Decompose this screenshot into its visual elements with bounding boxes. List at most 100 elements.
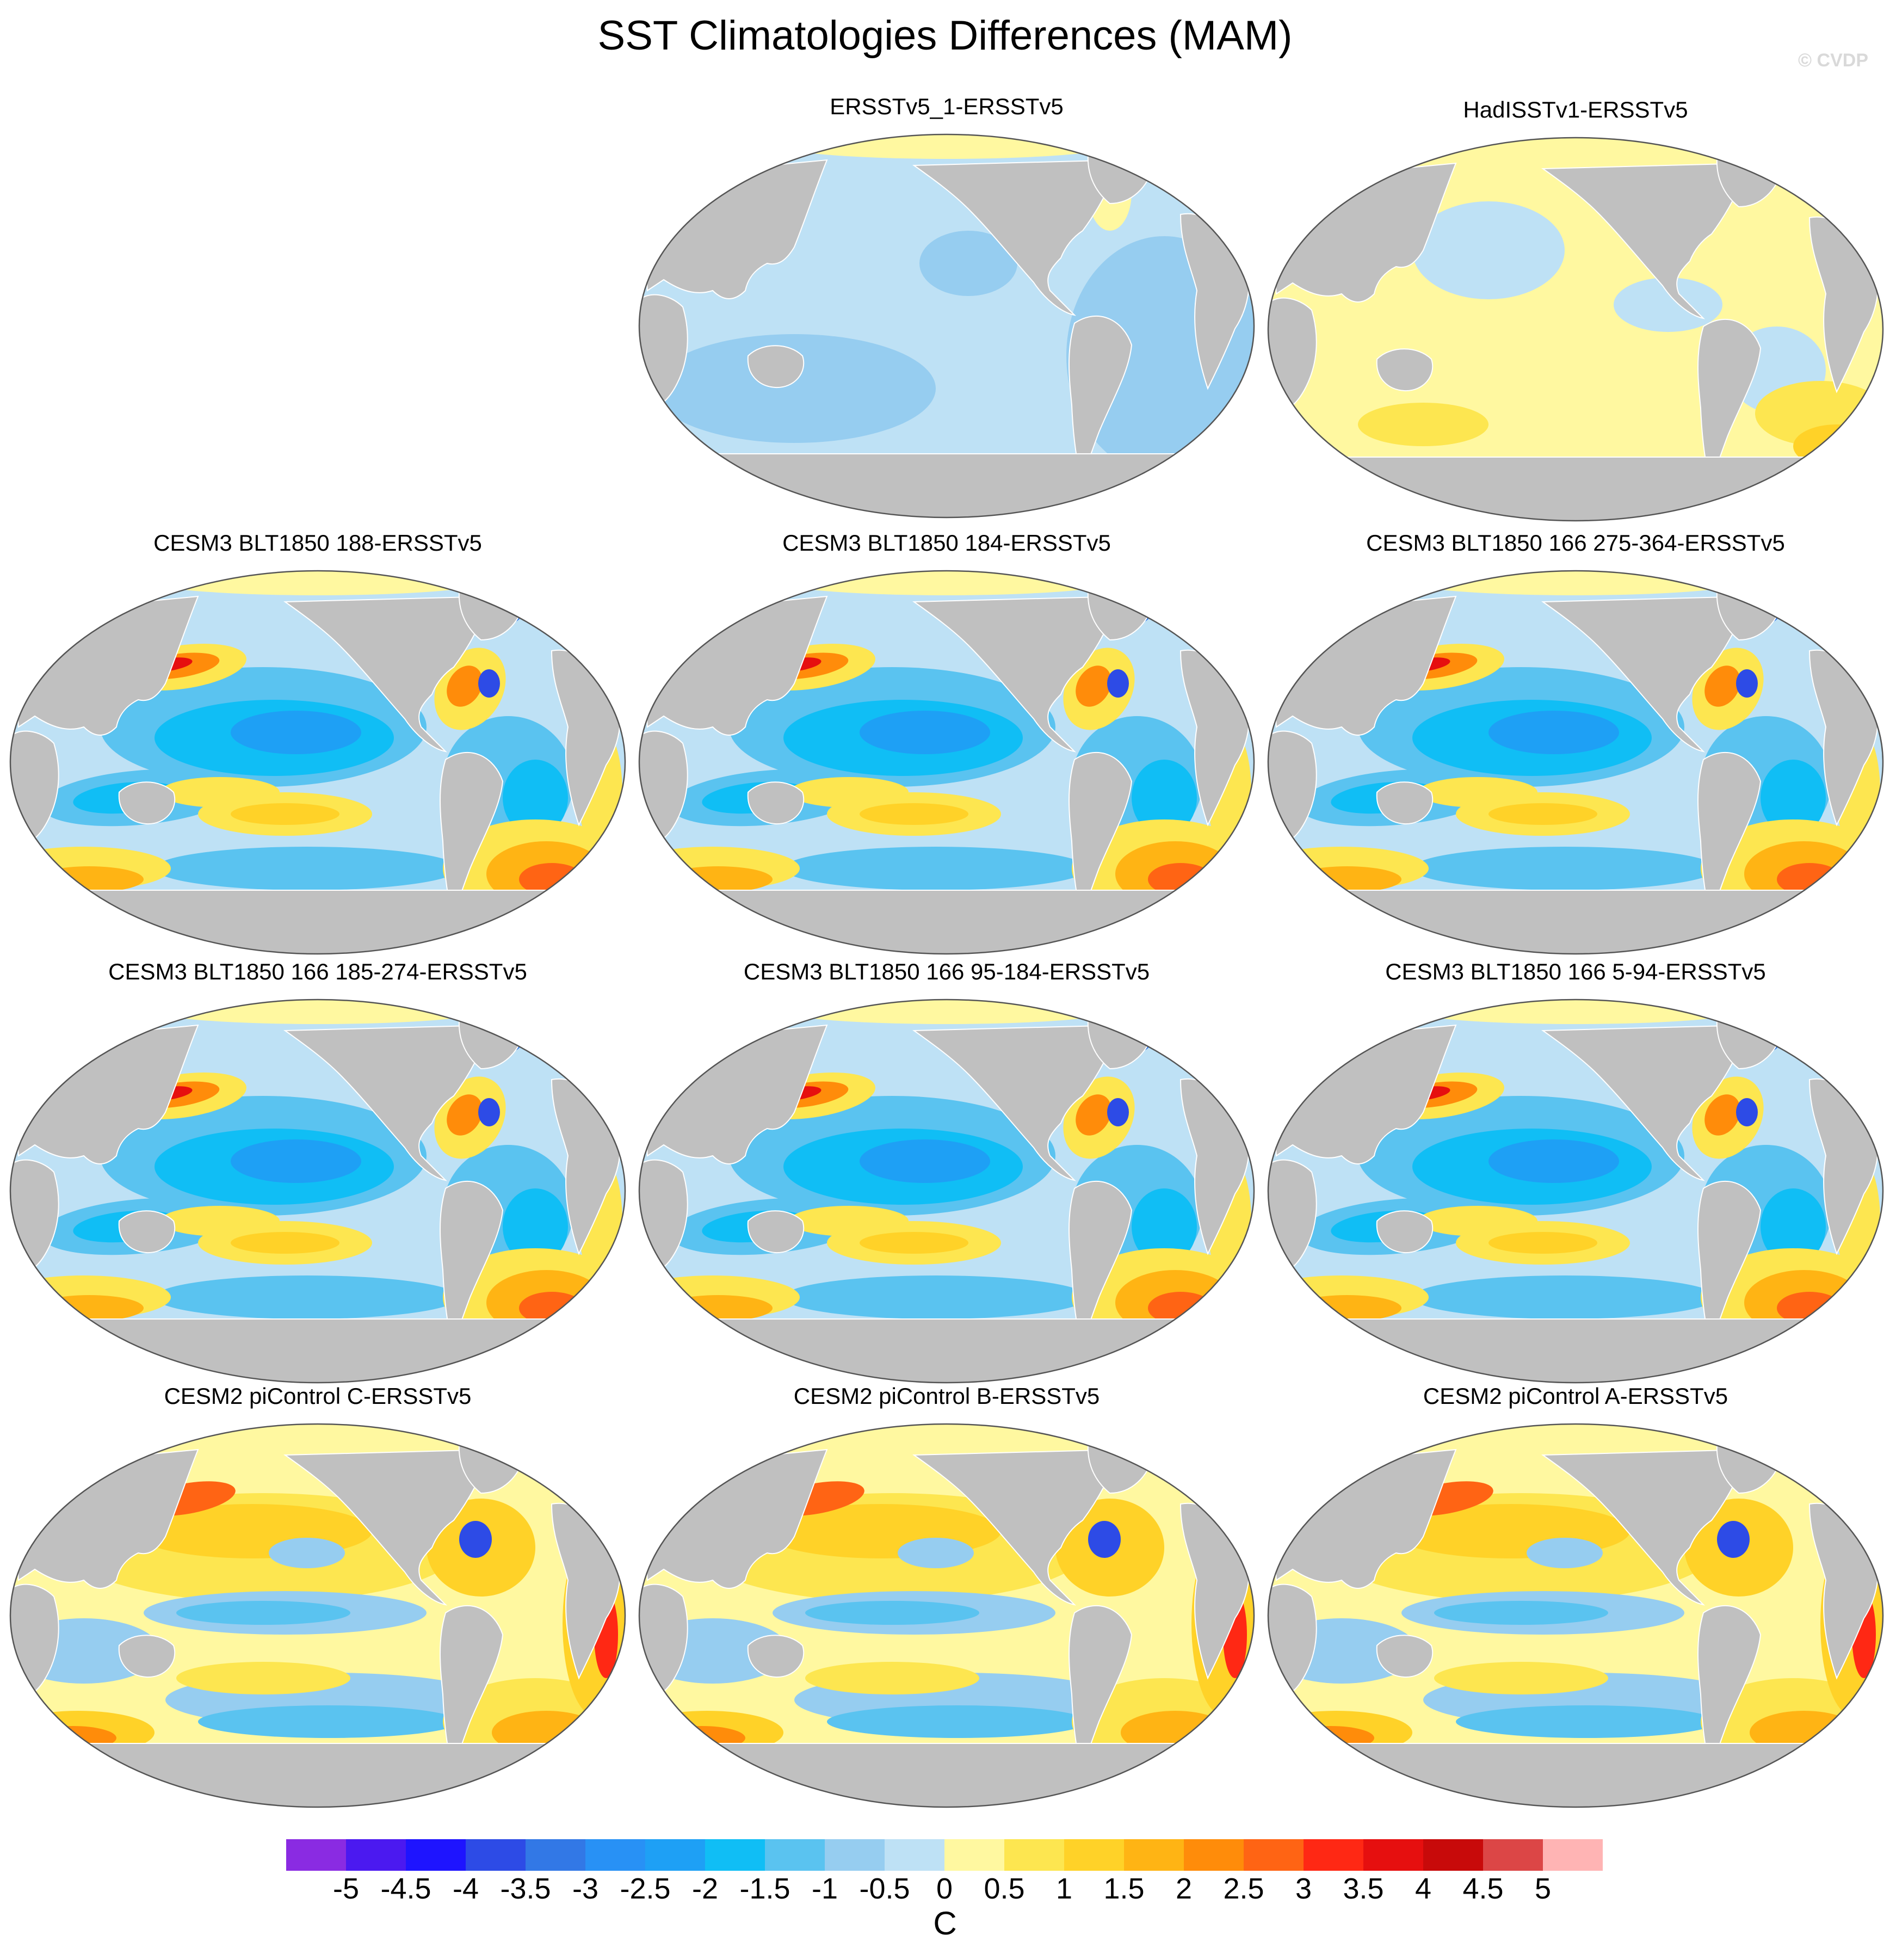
sst-anomaly-region [1704, 665, 1740, 707]
sst-anomaly-region [1412, 201, 1565, 299]
land-mass [912, 595, 1122, 753]
sst-anomaly-region [1396, 571, 1755, 595]
map-panel: CESM3 BLT1850 166 5-94-ERSSTv5 [1260, 958, 1890, 1388]
panel-title: CESM2 piControl A-ERSSTv5 [1423, 1383, 1728, 1409]
panel-title: CESM2 piControl C-ERSSTv5 [164, 1383, 472, 1409]
world-map [9, 570, 626, 955]
sst-anomaly-region [1488, 1139, 1619, 1183]
colorbar-swatch [765, 1839, 825, 1871]
sst-anomaly-region [1761, 1188, 1826, 1265]
sst-anomaly-region [503, 760, 568, 836]
figure-title: SST Climatologies Differences (MAM) [597, 13, 1293, 59]
land-mass [1541, 1449, 1751, 1606]
colorbar-tick-label: 1 [1055, 1872, 1073, 1905]
colorbar-swatch [825, 1839, 885, 1871]
land-mass [1376, 781, 1434, 825]
map-panel: ERSSTv5_1-ERSSTv5 [631, 93, 1262, 522]
colorbar-swatch [466, 1839, 526, 1871]
sst-anomaly-region [805, 1662, 979, 1694]
sst-anomaly-region [1704, 1094, 1740, 1136]
land-mass [1376, 1635, 1434, 1678]
sst-anomaly-region [35, 1295, 144, 1321]
map-panel: CESM2 piControl A-ERSSTv5 [1260, 1382, 1890, 1812]
colorbar-tick-label: -2 [691, 1872, 719, 1905]
colorbar-tick-labels: -5 -4.5 -4 -3.5 -3 -2.5 -2 -1.5 -1 -0.5 0 0.5 1 1.5 2 2… [0, 1872, 1890, 1910]
colorbar-tick-label: 0.5 [984, 1872, 1025, 1905]
colorbar-tick-label: -0.5 [859, 1872, 910, 1905]
colorbar-swatch [1244, 1839, 1304, 1871]
map-border [638, 999, 1255, 1384]
land-mass [1302, 1318, 1849, 1383]
sst-anomaly-region [160, 1206, 280, 1236]
sst-anomaly-region [653, 334, 936, 443]
map-panel: CESM3 BLT1850 184-ERSSTv5 [631, 529, 1262, 959]
map-border [9, 570, 626, 955]
panel-title: CESM3 BLT1850 166 275-364-ERSSTv5 [1366, 530, 1785, 556]
sst-anomaly-region [35, 866, 144, 892]
sst-anomaly-region [1412, 1275, 1717, 1319]
land-mass [747, 1210, 805, 1254]
panel-title: CESM3 BLT1850 166 185-274-ERSSTv5 [108, 959, 527, 984]
map-panel: CESM3 BLT1850 166 185-274-ERSSTv5 [2, 958, 633, 1388]
sst-anomaly-region [789, 1206, 909, 1236]
sst-anomaly-region [1107, 1098, 1129, 1126]
map-panel: HadISSTv1-ERSSTv5 [1260, 96, 1890, 526]
world-map [638, 133, 1255, 519]
sst-anomaly-region [1358, 403, 1488, 446]
colorbar-tick-label: 4 [1415, 1872, 1432, 1905]
sst-anomaly-region [767, 1424, 1126, 1449]
sst-anomaly-region [176, 1601, 350, 1625]
sst-anomaly-region [1736, 669, 1758, 698]
map-panel: CESM2 piControl C-ERSSTv5 [2, 1382, 633, 1812]
world-map [9, 999, 626, 1384]
colorbar-swatch [1363, 1839, 1424, 1871]
land-mass [1302, 890, 1849, 954]
land-mass [118, 1210, 176, 1254]
colorbar-swatch [1124, 1839, 1184, 1871]
colorbar-tick-label: -3.5 [500, 1872, 551, 1905]
sst-anomaly-region [1396, 1000, 1755, 1024]
sst-anomaly-region [898, 1538, 974, 1568]
land-mass [1376, 348, 1434, 392]
sst-anomaly-region [459, 1521, 492, 1558]
sst-anomaly-region [269, 1538, 345, 1568]
sst-anomaly-region [155, 1275, 459, 1319]
sst-anomaly-region [138, 1424, 497, 1449]
sst-anomaly-region [860, 1232, 968, 1254]
sst-anomaly-region [160, 777, 280, 808]
sst-anomaly-region [231, 1232, 339, 1254]
land-mass [1376, 1210, 1434, 1254]
land-mass [747, 781, 805, 825]
colorbar-tick-label: 3.5 [1343, 1872, 1384, 1905]
sst-anomaly-region [1132, 760, 1197, 836]
colorbar-tick-label: 1.5 [1103, 1872, 1145, 1905]
sst-anomaly-region [1293, 1295, 1401, 1321]
colorbar-tick-label: 3 [1295, 1872, 1312, 1905]
sst-anomaly-region [767, 571, 1126, 595]
colorbar-swatch [406, 1839, 466, 1871]
colorbar-tick-label: 2.5 [1223, 1872, 1264, 1905]
colorbar-swatches [286, 1839, 1603, 1871]
land-mass [118, 781, 176, 825]
sst-anomaly-region [1132, 1188, 1197, 1265]
map-border [9, 999, 626, 1384]
panel-title: CESM2 piControl B-ERSSTv5 [793, 1383, 1100, 1409]
land-mass [44, 1318, 591, 1383]
world-map [638, 570, 1255, 955]
sst-anomaly-region [1434, 1662, 1608, 1694]
sst-anomaly-region [478, 669, 500, 698]
land-mass [747, 345, 805, 389]
colorbar-tick-label: 0 [936, 1872, 953, 1905]
world-map [638, 1423, 1255, 1808]
colorbar-tick-label: -3 [572, 1872, 599, 1905]
colorbar-swatch [705, 1839, 765, 1871]
colorbar [286, 1839, 1603, 1871]
colorbar-tick-label: 2 [1175, 1872, 1193, 1905]
sst-anomaly-region [1412, 847, 1717, 890]
sst-anomaly-region [447, 1094, 483, 1136]
land-mass [283, 1024, 493, 1181]
land-mass [1302, 457, 1849, 521]
sst-anomaly-region [1527, 1538, 1603, 1568]
sst-anomaly-region [919, 231, 1017, 296]
sst-anomaly-region [789, 777, 909, 808]
